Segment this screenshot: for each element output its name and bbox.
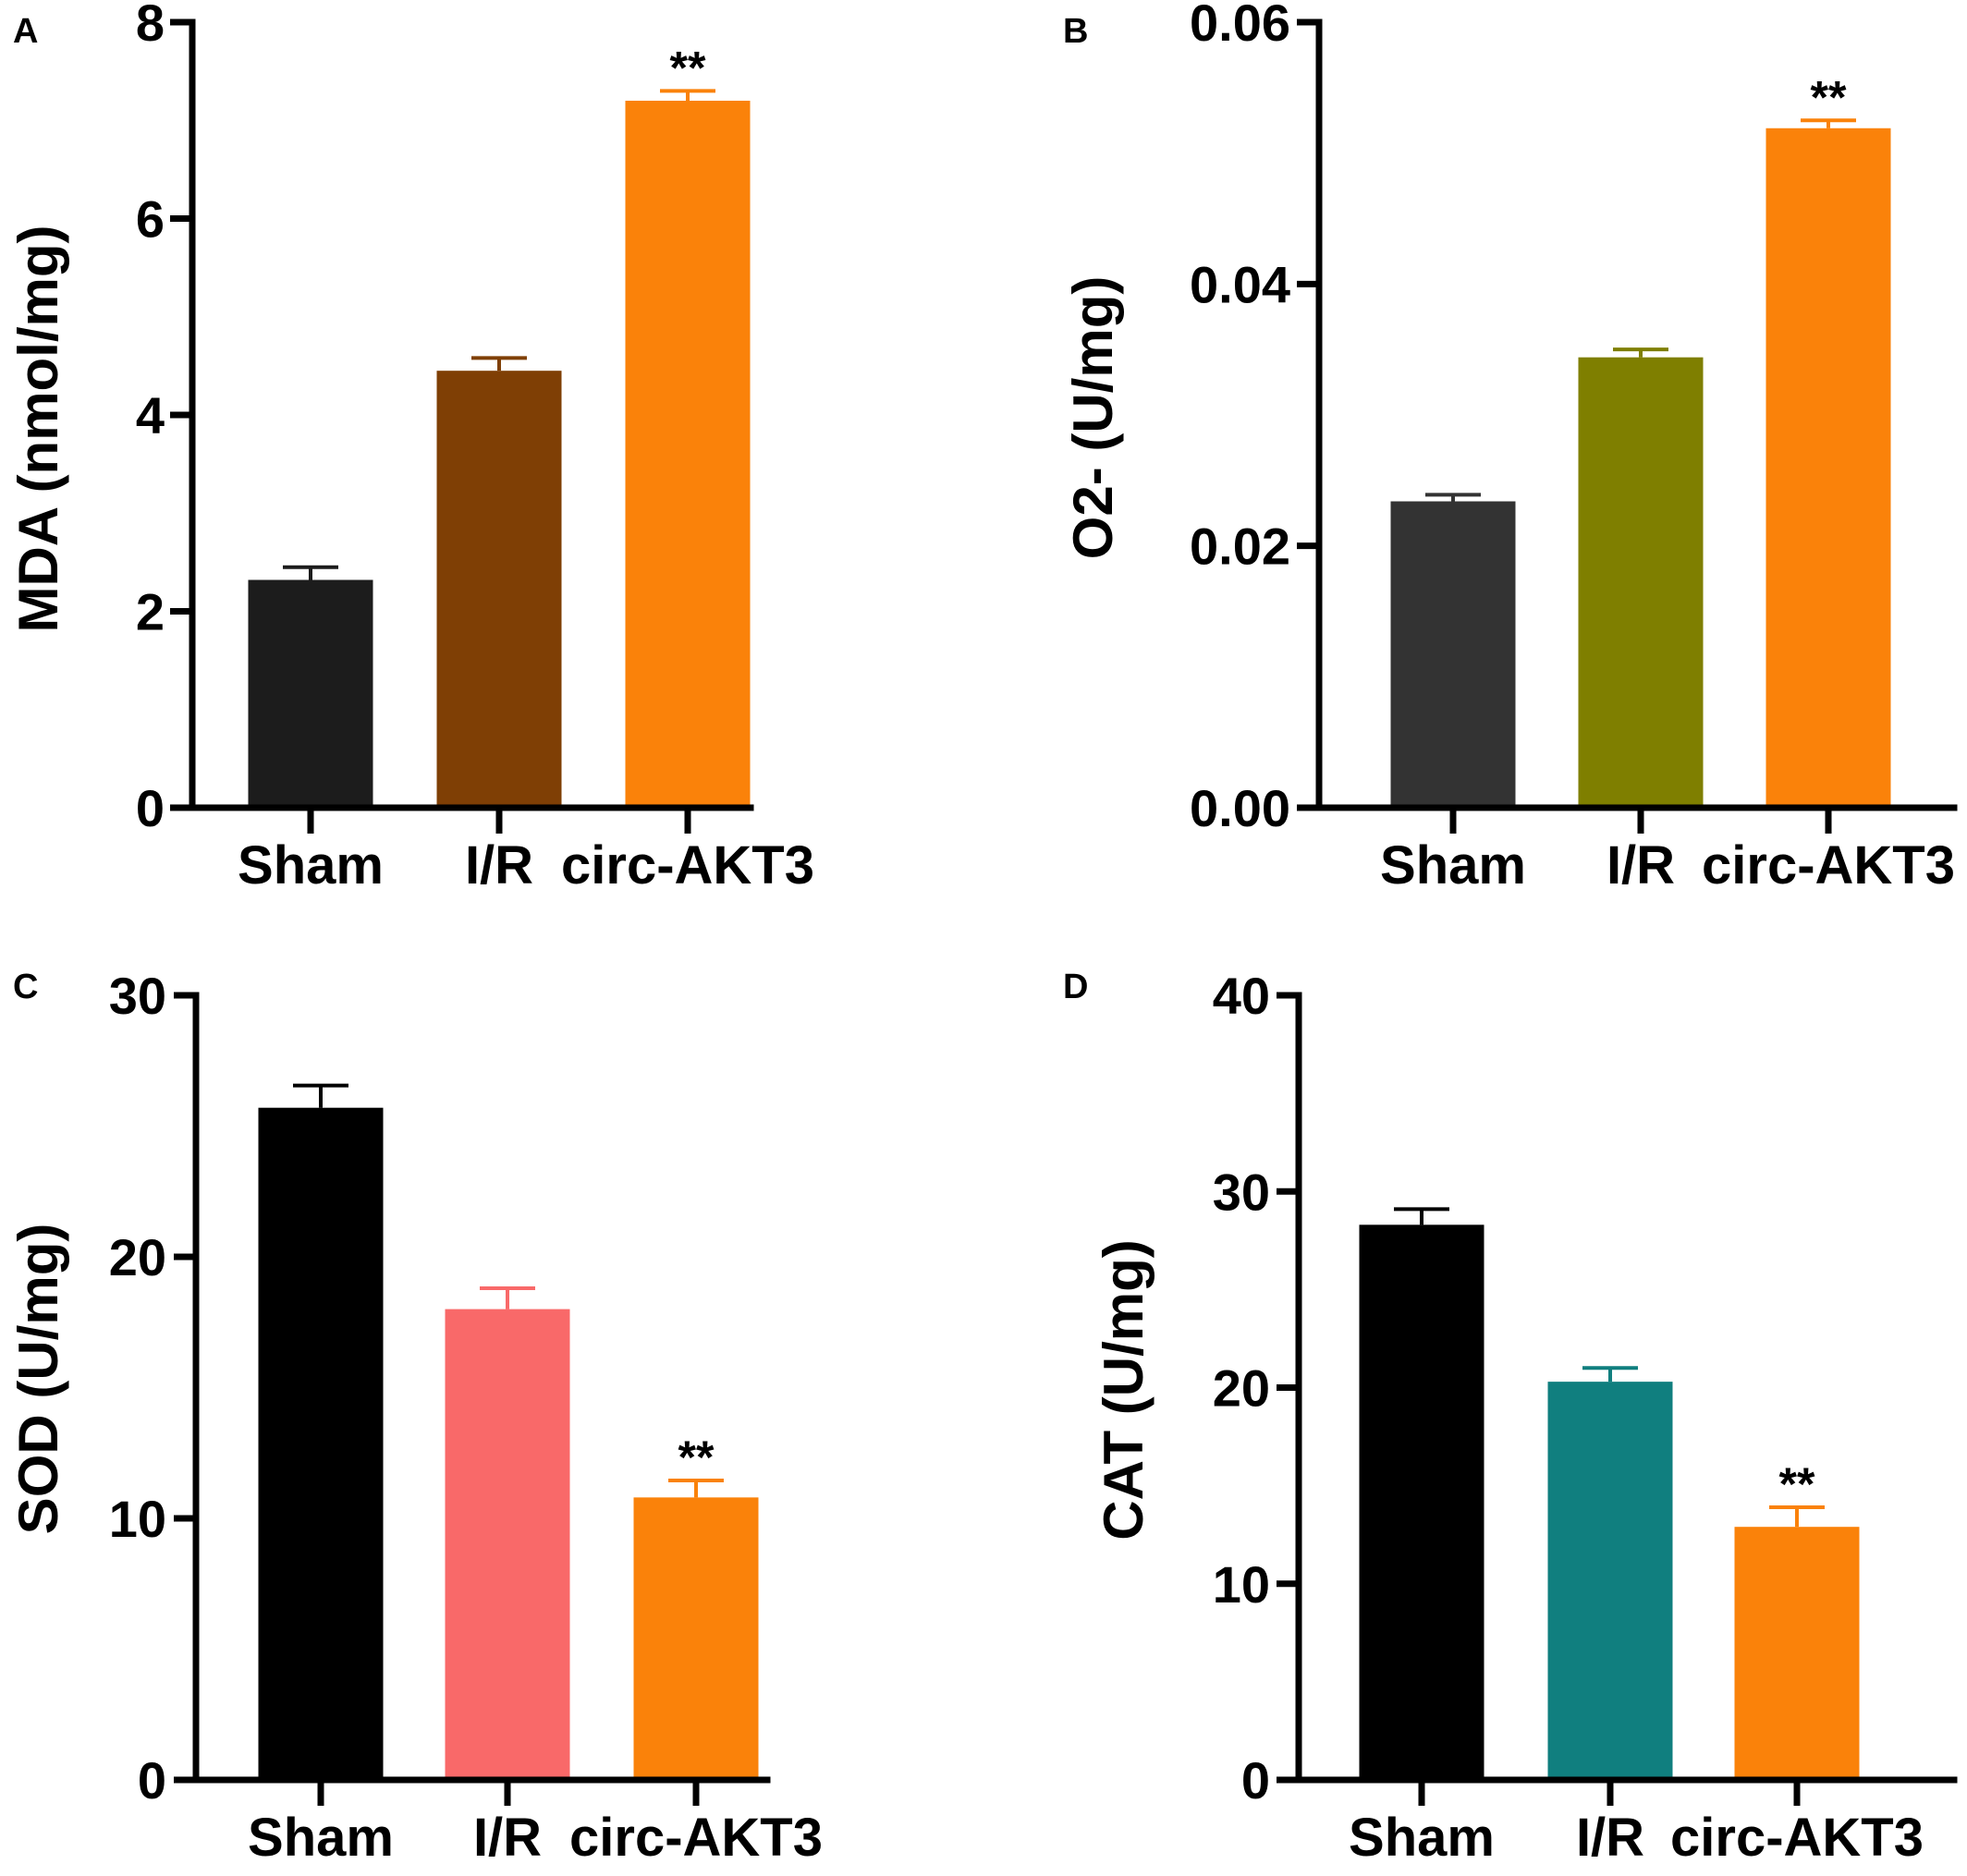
y-tick-label: 0 — [138, 1751, 166, 1809]
y-tick-label: 6 — [136, 190, 165, 249]
x-category-label: Sham — [1349, 1808, 1495, 1868]
significance-label: ** — [670, 42, 706, 93]
error-bar — [1394, 1207, 1449, 1225]
panel-letter: D — [1063, 968, 1088, 1006]
error-bar — [1801, 118, 1856, 128]
error-bar — [1582, 1366, 1638, 1383]
bar-sham — [1390, 501, 1516, 808]
error-bar — [480, 1285, 535, 1310]
y-tick-label: 0.02 — [1190, 518, 1290, 576]
y-tick-label: 0.00 — [1190, 779, 1290, 837]
error-bar — [293, 1083, 348, 1108]
y-tick-label: 40 — [1213, 967, 1270, 1025]
y-tick-label: 20 — [1213, 1359, 1270, 1418]
error-bar — [668, 1478, 724, 1498]
x-category-label: I/R — [1607, 835, 1675, 895]
bar-sham — [248, 579, 373, 808]
error-bar — [660, 89, 715, 101]
y-tick-label: 10 — [1213, 1555, 1270, 1614]
x-category-label: Sham — [1380, 835, 1526, 895]
error-bar — [471, 356, 527, 372]
y-axis-label: O2- (U/mg) — [1062, 276, 1124, 560]
x-category-label: circ-AKT3 — [1670, 1808, 1924, 1868]
y-tick-label: 20 — [109, 1228, 166, 1286]
chart-panel-d: D ** 0 10 20 30 40 Sham I/R circ-AKT3 CAT (U/mg) — [1063, 967, 1958, 1868]
y-tick-label: 2 — [136, 583, 165, 641]
bar-sham — [258, 1107, 384, 1780]
y-tick-label: 0 — [136, 779, 165, 837]
x-category-label: circ-AKT3 — [1702, 835, 1955, 895]
x-category-label: I/R — [1576, 1808, 1644, 1868]
bar-i-r — [436, 371, 562, 808]
y-tick-label: 8 — [136, 0, 165, 52]
panel-letter: C — [13, 968, 38, 1006]
y-tick-label: 30 — [109, 967, 166, 1025]
chart-panel-a: A ** 0 2 4 6 8 Sham I/R circ-AKT3 MDA (nmol/mg) — [7, 0, 814, 895]
y-tick-label: 0 — [1241, 1751, 1270, 1809]
bar-circ-akt3 — [1734, 1527, 1860, 1780]
x-category-label: I/R — [465, 835, 533, 895]
bar-circ-akt3 — [1765, 128, 1891, 808]
x-category-label: Sham — [238, 835, 384, 895]
y-tick-label: 30 — [1213, 1163, 1270, 1221]
chart-panel-b: B ** 0.00 0.02 0.04 0.06 Sham I/R circ-AKT3 O2- (… — [1062, 0, 1958, 895]
chart-panel-c: C ** 0 10 20 30 Sham I/R circ-AKT3 SOD (U/mg) — [7, 967, 823, 1868]
bar-circ-akt3 — [633, 1497, 759, 1780]
bar-circ-akt3 — [625, 101, 751, 808]
x-category-label: Sham — [248, 1808, 394, 1868]
bar-sham — [1359, 1224, 1484, 1780]
x-category-label: I/R — [473, 1808, 542, 1868]
bar-i-r — [1578, 357, 1704, 808]
bar-i-r — [1547, 1382, 1673, 1780]
bar-i-r — [445, 1309, 570, 1780]
error-bar — [283, 565, 338, 580]
y-tick-label: 4 — [136, 386, 165, 445]
error-bar — [1425, 493, 1481, 502]
y-tick-label: 0.06 — [1190, 0, 1290, 52]
significance-label: ** — [1811, 71, 1847, 123]
x-category-label: circ-AKT3 — [569, 1808, 823, 1868]
significance-label: ** — [1779, 1458, 1815, 1510]
y-axis-label: SOD (U/mg) — [7, 1224, 69, 1535]
panel-letter: A — [13, 12, 38, 51]
x-category-label: circ-AKT3 — [561, 835, 814, 895]
y-axis-label: CAT (U/mg) — [1093, 1239, 1155, 1541]
y-tick-label: 10 — [109, 1490, 166, 1548]
significance-label: ** — [678, 1431, 715, 1483]
panel-letter: B — [1063, 12, 1088, 51]
error-bar — [1613, 347, 1668, 358]
error-bar — [1769, 1504, 1825, 1528]
y-tick-label: 0.04 — [1190, 255, 1290, 313]
y-axis-label: MDA (nmol/mg) — [7, 225, 69, 632]
